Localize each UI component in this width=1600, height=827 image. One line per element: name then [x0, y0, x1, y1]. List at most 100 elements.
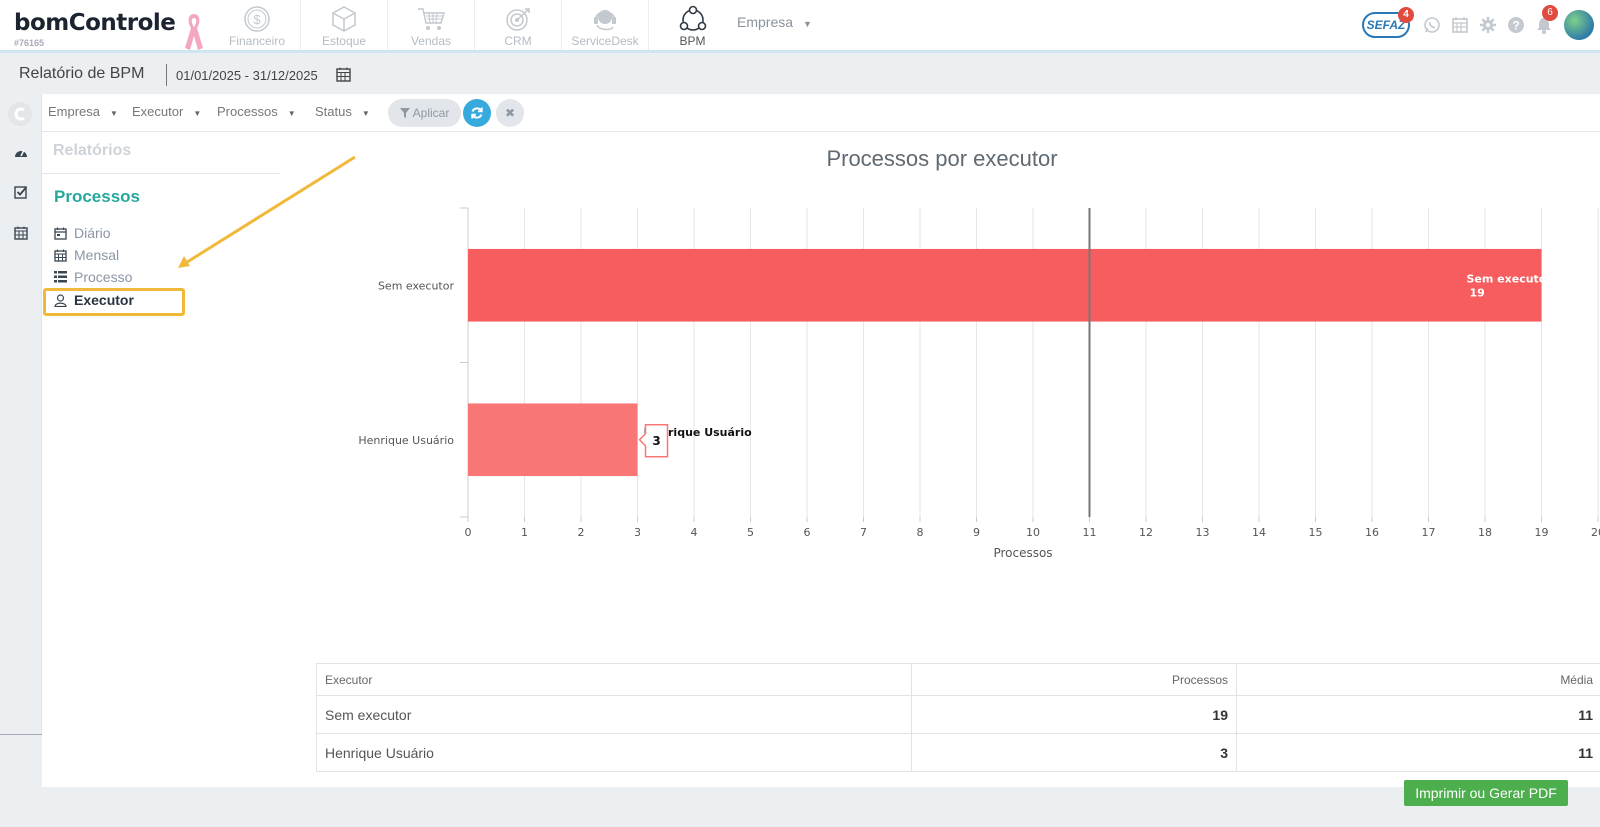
sidenav-item-mensal[interactable]: Mensal: [54, 245, 119, 265]
user-icon: [54, 293, 68, 307]
x-tick-label: 6: [804, 526, 811, 539]
calendar-icon[interactable]: [1446, 11, 1474, 39]
bar: [468, 248, 1542, 322]
data-table: Executor Processos Média Sem executor 19…: [316, 663, 1600, 772]
filter-executor[interactable]: Executor ▼: [132, 104, 201, 119]
data-label-value: 19: [1470, 286, 1485, 299]
table-row: Henrique Usuário 3 11: [316, 733, 1600, 772]
help-icon[interactable]: ?: [1502, 11, 1530, 39]
caret-down-icon: ▼: [110, 109, 118, 118]
caret-down-icon: ▼: [803, 19, 812, 29]
module-nav: $ Financeiro Estoque Vendas CRM: [214, 0, 736, 50]
gear-icon[interactable]: [1474, 11, 1502, 39]
filter-processos[interactable]: Processos ▼: [217, 104, 296, 119]
column-header[interactable]: Executor: [316, 663, 912, 696]
calendar-month-icon: [54, 248, 68, 262]
collapse-logo-icon[interactable]: [7, 101, 33, 127]
sidenav-heading: Relatórios: [53, 142, 132, 159]
app-logo[interactable]: bomControle: [14, 10, 176, 36]
account-id: #76165: [14, 38, 45, 48]
module-servicedesk[interactable]: ServiceDesk: [562, 0, 649, 50]
module-financeiro[interactable]: $ Financeiro: [214, 0, 301, 50]
sefaz-button[interactable]: SEFAZ 4: [1362, 7, 1414, 38]
refresh-button[interactable]: [463, 99, 491, 127]
filter-status[interactable]: Status ▼: [315, 104, 370, 119]
cell-executor: Henrique Usuário: [316, 733, 912, 772]
empresa-dropdown[interactable]: Empresa ▼: [737, 14, 812, 30]
x-tick-label: 18: [1478, 526, 1492, 539]
column-header[interactable]: Média: [1236, 663, 1600, 696]
caret-down-icon: ▼: [287, 109, 296, 118]
x-tick-label: 5: [747, 526, 754, 539]
close-icon: ✖: [504, 106, 516, 120]
box-icon: [328, 5, 360, 33]
x-tick-label: 15: [1309, 526, 1323, 539]
dashboard-icon[interactable]: [11, 142, 31, 162]
module-label: ServiceDesk: [571, 34, 639, 48]
clear-filter-button[interactable]: ✖: [496, 99, 524, 127]
content-panel: Relatórios Processos Diário Mensal Proce…: [42, 132, 1600, 787]
x-tick-label: 11: [1083, 526, 1097, 539]
x-tick-label: 14: [1252, 526, 1266, 539]
date-calendar-icon[interactable]: [336, 67, 351, 87]
column-header[interactable]: Processos: [911, 663, 1237, 696]
x-tick-label: 13: [1196, 526, 1210, 539]
filter-label: Processos: [217, 104, 278, 119]
module-label: Estoque: [321, 34, 367, 48]
whatsapp-icon[interactable]: [1418, 11, 1446, 39]
dollar-coin-icon: $: [241, 5, 273, 33]
module-label: BPM: [679, 34, 706, 48]
target-icon: [502, 5, 534, 33]
avatar[interactable]: [1564, 10, 1594, 40]
cell-media: 11: [1236, 695, 1600, 734]
divider: [42, 173, 280, 174]
table-row: Sem executor 19 11: [316, 695, 1600, 734]
empresa-label: Empresa: [737, 14, 794, 30]
left-icon-rail: [0, 94, 42, 734]
x-tick-label: 19: [1535, 526, 1549, 539]
module-bpm[interactable]: BPM: [649, 0, 736, 50]
sidenav-item-executor[interactable]: Executor: [54, 290, 134, 310]
x-tick-label: 10: [1026, 526, 1040, 539]
x-tick-label: 20: [1591, 526, 1600, 539]
module-vendas[interactable]: Vendas: [388, 0, 475, 50]
cell-media: 11: [1236, 733, 1600, 772]
filter-label: Executor: [132, 104, 184, 119]
calendar-day-icon: [54, 226, 68, 240]
bar: [468, 403, 638, 477]
date-range[interactable]: 01/01/2025 - 31/12/2025: [176, 68, 318, 83]
chart-title: Processos por executor: [826, 146, 1058, 171]
x-tick-label: 7: [860, 526, 867, 539]
x-tick-label: 1: [521, 526, 528, 539]
highlight-box: [43, 288, 185, 316]
x-tick-label: 0: [465, 526, 472, 539]
module-crm[interactable]: CRM: [475, 0, 562, 50]
filter-label: Empresa: [48, 104, 101, 119]
sidenav-item-label: Processo: [74, 269, 133, 285]
filter-bar: Empresa ▼ Executor ▼ Processos ▼ Status ▼ Ap…: [42, 94, 1600, 132]
bell-icon[interactable]: 6: [1530, 5, 1558, 39]
table-header-row: Executor Processos Média: [316, 663, 1600, 696]
print-pdf-button[interactable]: Imprimir ou Gerar PDF: [1404, 780, 1568, 806]
filter-empresa[interactable]: Empresa ▼: [48, 104, 118, 119]
notifications-badge: 6: [1542, 5, 1558, 21]
bpm-network-icon: [677, 5, 709, 33]
sidenav-item-diario[interactable]: Diário: [54, 223, 111, 243]
top-right-toolbar: SEFAZ 4 ? 6: [1362, 5, 1600, 42]
x-axis-label: Processos: [993, 546, 1052, 560]
sidenav-section-title: Processos: [54, 187, 140, 206]
module-estoque[interactable]: Estoque: [301, 0, 388, 50]
x-tick-label: 2: [578, 526, 585, 539]
calendar-icon[interactable]: [11, 223, 31, 243]
funnel-icon: [399, 108, 410, 118]
x-tick-label: 3: [634, 526, 641, 539]
headset-icon: [589, 5, 621, 33]
y-category-label: Henrique Usuário: [358, 434, 454, 447]
annotation-arrow: [178, 155, 356, 268]
checkbox-icon[interactable]: [11, 182, 31, 202]
sidenav-item-processo[interactable]: Processo: [54, 267, 132, 287]
sefaz-badge: 4: [1398, 7, 1414, 23]
list-icon: [54, 270, 68, 284]
module-label: Vendas: [410, 34, 452, 48]
apply-filter-button[interactable]: Aplicar: [388, 99, 461, 127]
